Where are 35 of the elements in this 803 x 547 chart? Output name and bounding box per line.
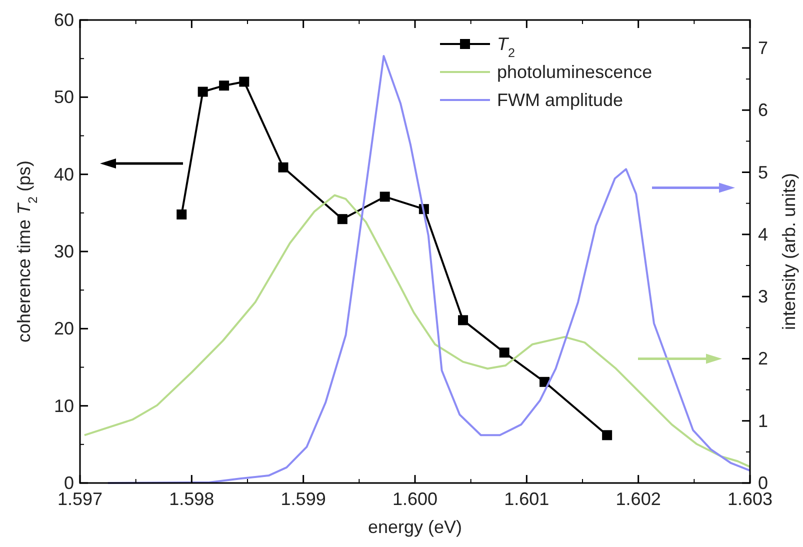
point xyxy=(602,430,612,440)
y2-tick-label: 1 xyxy=(758,410,768,431)
legend-label: photoluminescence xyxy=(497,62,652,82)
y-tick-label: 40 xyxy=(54,164,74,184)
point xyxy=(278,162,288,172)
x-tick-label: 1.602 xyxy=(616,489,661,509)
y-tick-label: 30 xyxy=(54,242,74,262)
x-axis-title: energy (eV) xyxy=(368,517,462,537)
x-tick-label: 1.601 xyxy=(504,489,550,509)
point xyxy=(219,80,230,91)
y-tick-label: 10 xyxy=(54,396,74,416)
line-series xyxy=(83,194,751,468)
y2-tick-label: 3 xyxy=(758,286,768,307)
y2-tick-label: 2 xyxy=(758,348,768,369)
point xyxy=(458,315,468,326)
x-tick-label: 1.598 xyxy=(169,489,214,509)
point xyxy=(337,214,348,224)
point xyxy=(239,76,250,87)
line-series xyxy=(106,55,751,484)
y-tick-label: 60 xyxy=(54,10,74,30)
legend-label: T$_{2}$ xyxy=(497,34,516,60)
point xyxy=(176,209,187,220)
legend-label: FWM amplitude xyxy=(497,90,624,110)
y2-tick-label: 6 xyxy=(758,100,768,120)
x-tick-label: 1.600 xyxy=(392,489,438,509)
point xyxy=(499,348,510,358)
y-tick-label: 50 xyxy=(54,87,74,108)
y2-axis-title: intensity (arb. units) xyxy=(779,172,799,330)
y2-tick-label: 4 xyxy=(758,224,768,244)
y2-tick-label: 7 xyxy=(758,38,768,58)
point xyxy=(198,86,208,97)
y2-tick-label: 5 xyxy=(758,162,768,182)
x-tick-label: 1.599 xyxy=(280,489,326,509)
y-tick-label: 20 xyxy=(54,318,74,339)
point xyxy=(380,192,390,202)
